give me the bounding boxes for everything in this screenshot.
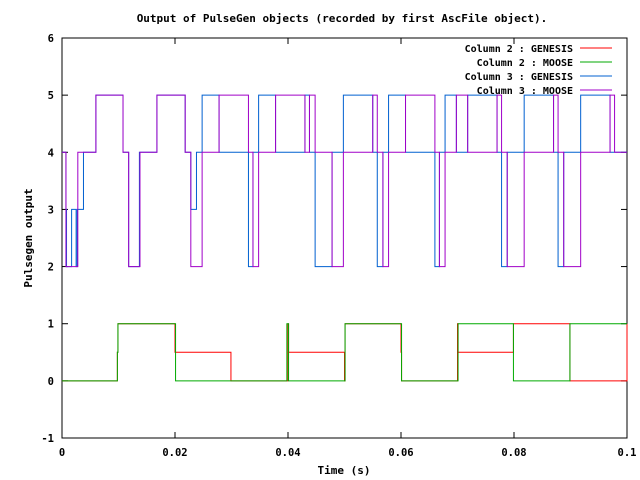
y-axis-label: Pulsegen output bbox=[22, 188, 35, 287]
y-tick-label: 5 bbox=[48, 90, 54, 102]
series-line-3 bbox=[62, 94, 627, 268]
x-axis-label: Time (s) bbox=[318, 464, 371, 477]
legend: Column 2 : GENESIS Column 2 : MOOSE Column… bbox=[465, 44, 612, 97]
x-tick-label: 0.02 bbox=[162, 447, 187, 459]
series-line-4 bbox=[62, 94, 627, 268]
x-tick-label: 0 bbox=[59, 447, 65, 459]
axis-ticks: -1 0 1 2 3 4 5 6 0 0.02 0.04 0.06 0.08 0.1 bbox=[41, 33, 636, 459]
x-tick-label: 0.1 bbox=[618, 447, 637, 459]
legend-label: Column 2 : GENESIS bbox=[465, 44, 573, 55]
chart-title: Output of PulseGen objects (recorded by … bbox=[137, 12, 548, 25]
series-line-2 bbox=[62, 323, 627, 382]
series-layer bbox=[62, 94, 628, 382]
x-tick-label: 0.06 bbox=[388, 447, 413, 459]
plot-frame bbox=[61, 37, 628, 439]
y-tick-label: 2 bbox=[48, 262, 54, 274]
legend-label: Column 3 : GENESIS bbox=[465, 72, 573, 83]
series-line-1 bbox=[62, 323, 628, 382]
x-tick-label: 0.08 bbox=[501, 447, 526, 459]
y-tick-label: 1 bbox=[48, 319, 54, 331]
x-tick-label: 0.04 bbox=[275, 447, 300, 459]
y-tick-label: 3 bbox=[48, 204, 54, 216]
y-tick-label: 0 bbox=[48, 376, 54, 388]
y-tick-label: -1 bbox=[41, 433, 54, 445]
legend-label: Column 2 : MOOSE bbox=[477, 58, 573, 69]
legend-label: Column 3 : MOOSE bbox=[477, 86, 573, 97]
y-tick-label: 4 bbox=[48, 147, 54, 159]
y-tick-label: 6 bbox=[48, 33, 54, 45]
